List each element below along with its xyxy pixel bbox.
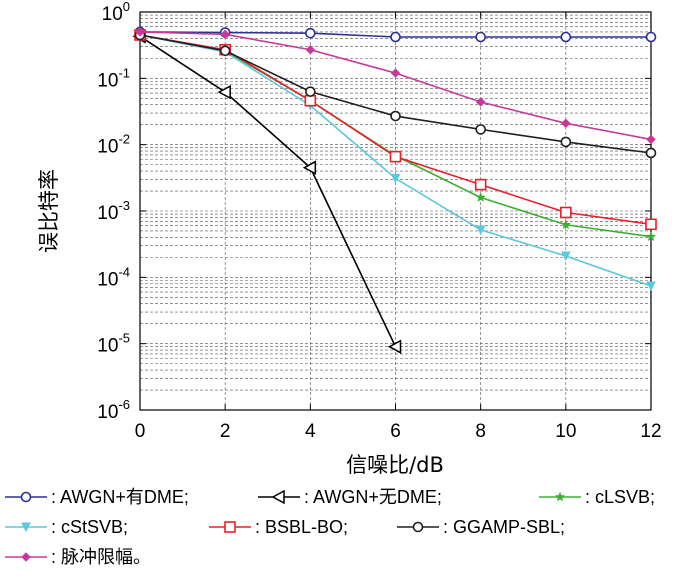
x-tick-label: 10: [555, 421, 576, 442]
data-point: [219, 45, 231, 57]
series-group: [132, 26, 657, 354]
legend-item-6: : 脉冲限幅。: [5, 547, 151, 567]
data-point: [560, 136, 572, 148]
legend-label: : 脉冲限幅。: [51, 547, 151, 567]
legend-item-5: : GGAMP-SBL;: [397, 517, 565, 537]
data-point: [560, 219, 571, 230]
x-tick-label: 8: [475, 421, 486, 442]
x-tick-label: 6: [390, 421, 401, 442]
data-point: [390, 173, 401, 184]
data-point: [474, 178, 487, 191]
legend-label: : cLSVB;: [585, 487, 655, 507]
x-ticks: 0 2 4 6 8 10 12: [135, 12, 662, 442]
data-point: [561, 118, 571, 128]
y-axis-label: 误比特率: [37, 169, 61, 253]
series-5: [134, 29, 657, 159]
data-point: [645, 147, 657, 159]
legend-marker: [412, 521, 424, 533]
data-point: [646, 134, 656, 145]
data-point: [390, 110, 401, 122]
data-point: [390, 68, 401, 78]
data-point: [475, 225, 486, 235]
legend-label: : AWGN+无DME;: [304, 487, 442, 507]
legend-label: : cStSVB;: [51, 517, 128, 537]
data-point: [475, 192, 486, 202]
data-point: [475, 31, 486, 43]
data-point: [217, 84, 231, 100]
y-tick-label: 10-2: [97, 132, 130, 158]
y-ticks: 100 10-1 10-2 10-3 10-4 10-5 10-6: [97, 0, 651, 423]
y-tick-label: 10-6: [97, 397, 130, 423]
y-tick-label: 100: [102, 0, 130, 25]
legend-marker: [554, 491, 566, 502]
data-point: [646, 281, 656, 292]
legend-marker: [21, 522, 31, 533]
series-line: [139, 34, 652, 238]
data-point: [305, 45, 316, 55]
x-tick-label: 2: [220, 421, 231, 442]
legend-item-0: : AWGN+有DME;: [5, 487, 189, 507]
legend-marker: [271, 489, 285, 505]
data-point: [305, 27, 316, 39]
data-point: [304, 94, 317, 107]
legend-item-4: : BSBL-BO;: [209, 517, 348, 537]
x-tick-label: 0: [135, 421, 146, 442]
data-point: [475, 97, 486, 107]
legend-item-1: : AWGN+无DME;: [258, 487, 442, 507]
legend-item-2: : cLSVB;: [539, 487, 655, 507]
legend-marker: [21, 552, 31, 562]
data-point: [302, 160, 317, 175]
y-tick-label: 10-5: [97, 331, 130, 357]
data-point: [645, 218, 657, 231]
y-tick-label: 10-1: [97, 65, 130, 91]
data-point: [645, 31, 657, 43]
data-point: [135, 27, 145, 37]
data-point: [389, 150, 402, 163]
legend-item-3: : cStSVB;: [5, 517, 128, 537]
legend-marker: [20, 491, 32, 503]
series-6: [135, 27, 656, 145]
data-point: [560, 206, 572, 219]
data-point: [561, 251, 571, 262]
legend-label: : AWGN+有DME;: [51, 487, 189, 507]
data-point: [305, 86, 316, 97]
x-axis-label: 信噪比/dB: [346, 453, 444, 477]
data-point: [475, 124, 486, 135]
legend-marker: [224, 521, 236, 533]
legend: : AWGN+有DME; : AWGN+无DME; : cLSVB; : cStSVB…: [5, 487, 655, 567]
legend-label: : GGAMP-SBL;: [443, 517, 565, 537]
x-tick-label: 4: [305, 421, 316, 442]
y-tick-label: 10-3: [97, 198, 130, 224]
data-point: [387, 339, 402, 354]
y-tick-label: 10-4: [97, 264, 130, 290]
x-tick-label: 12: [640, 421, 661, 442]
data-point: [390, 31, 401, 43]
series-line: [139, 35, 397, 348]
data-point: [560, 31, 572, 43]
legend-label: : BSBL-BO;: [255, 517, 348, 537]
data-point: [220, 29, 230, 40]
data-point: [645, 231, 657, 241]
